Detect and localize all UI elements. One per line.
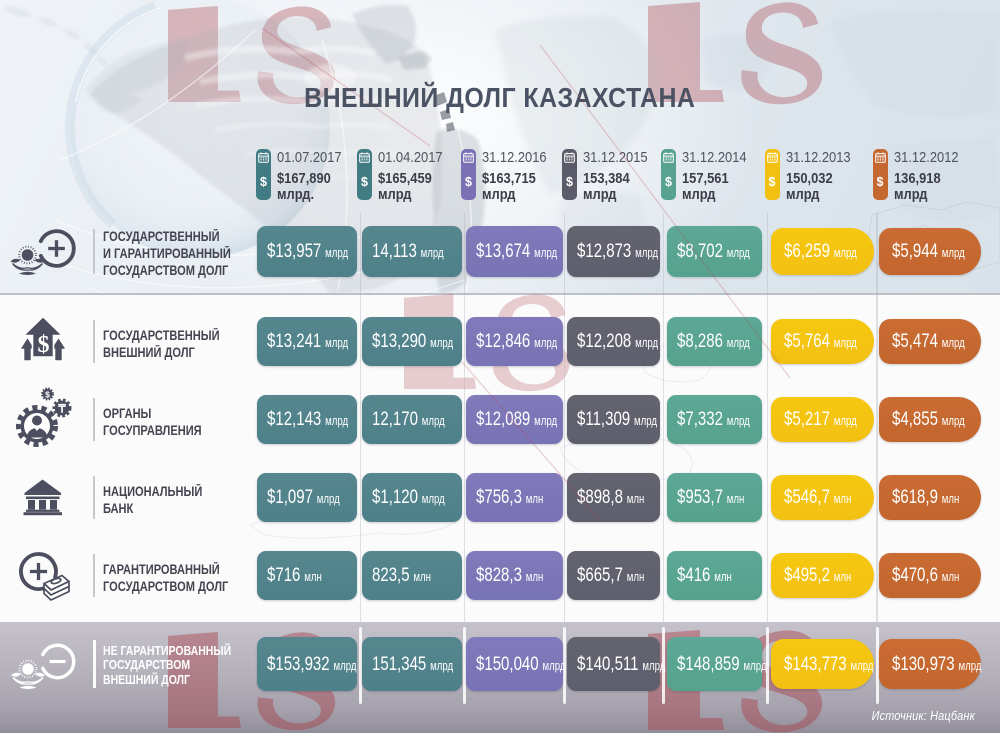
svg-text:₸: ₸ — [57, 404, 66, 416]
svg-text:$: $ — [45, 390, 50, 400]
svg-text:$: $ — [38, 332, 50, 358]
